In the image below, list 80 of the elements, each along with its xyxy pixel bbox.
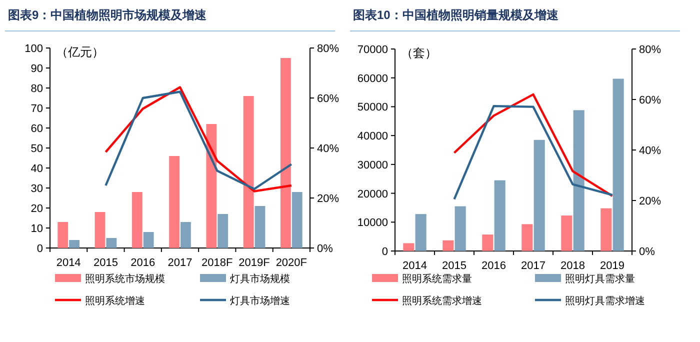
bar (69, 240, 80, 248)
y-tick-label: 50000 (357, 102, 388, 114)
bar (206, 124, 217, 248)
bar (522, 224, 533, 251)
y-tick-label: 70000 (357, 44, 388, 56)
x-tick-label: 2014 (402, 260, 427, 272)
y-tick-label: 70 (30, 103, 43, 115)
y2-tick-label: 0% (317, 243, 334, 255)
bar (403, 243, 414, 251)
y-tick-label: 20000 (357, 188, 388, 200)
y-tick-label: 40000 (357, 130, 388, 143)
x-tick-label: 2019 (600, 260, 624, 272)
y-tick-label: 40 (30, 163, 43, 175)
y-tick-label: 30 (30, 183, 43, 195)
bar (218, 214, 228, 248)
x-tick-label: 2019F (238, 257, 270, 269)
x-tick-label: 2015 (93, 257, 118, 269)
y2-tick-label: 20% (639, 196, 662, 208)
y-tick-label: 20 (30, 203, 43, 215)
bar (254, 206, 266, 248)
y2-tick-label: 80% (317, 43, 340, 55)
bar (180, 222, 191, 248)
bar (280, 58, 291, 248)
y-tick-label: 100 (24, 43, 43, 55)
x-tick-label: 2016 (130, 257, 156, 269)
bar (132, 192, 142, 248)
legend-label: 照明灯具需求增速 (565, 295, 645, 307)
y-axis-title: （套） (401, 46, 437, 60)
x-tick-label: 2017 (521, 260, 546, 272)
y2-tick-label: 40% (639, 145, 662, 157)
bar (494, 180, 506, 251)
x-tick-label: 2016 (482, 260, 506, 272)
bar (94, 212, 106, 248)
bar (561, 216, 572, 251)
bar (482, 234, 494, 251)
y2-tick-label: 60% (317, 93, 340, 105)
y2-tick-label: 20% (317, 193, 340, 205)
y-tick-label: 10 (30, 223, 43, 235)
bar (106, 238, 117, 248)
x-tick-label: 2015 (442, 260, 466, 272)
legend-label: 照明灯具需求量 (565, 273, 635, 285)
y-tick-label: 10000 (357, 217, 388, 230)
bar (58, 222, 68, 248)
bar (442, 240, 454, 251)
legend-label: 照明系统增速 (85, 295, 145, 307)
y-tick-label: 50 (30, 143, 43, 155)
y2-tick-label: 60% (639, 94, 662, 106)
chart-title: 图表9：中国植物照明市场规模及增速 (8, 8, 208, 22)
legend-label: 照明系统市场规模 (85, 273, 165, 285)
y-axis-title: （亿元） (56, 45, 104, 59)
bar (169, 156, 180, 248)
bar (243, 96, 254, 248)
bar (612, 78, 624, 251)
bar (292, 192, 302, 248)
bar (454, 206, 466, 251)
bar (600, 208, 612, 251)
x-tick-label: 2020F (276, 257, 308, 269)
y-tick-label: 90 (30, 63, 43, 75)
legend-label: 照明系统需求增速 (402, 295, 482, 307)
bar (534, 140, 545, 251)
y-tick-label: 30000 (357, 159, 388, 172)
y2-tick-label: 80% (639, 44, 662, 56)
x-tick-label: 2014 (56, 257, 81, 269)
bar (415, 214, 426, 251)
y-tick-label: 60000 (357, 72, 388, 85)
legend-label: 照明系统需求量 (402, 273, 472, 285)
y2-tick-label: 40% (317, 143, 340, 155)
y-tick-label: 0 (382, 246, 388, 258)
bar (573, 110, 584, 251)
y-tick-label: 0 (36, 243, 43, 255)
y2-tick-label: 0% (639, 246, 656, 258)
legend-label: 灯具市场规模 (230, 273, 290, 285)
y-tick-label: 60 (30, 123, 43, 135)
chart-title: 图表10：中国植物照明销量规模及增速 (353, 8, 560, 22)
x-tick-label: 2018 (560, 260, 585, 272)
legend-label: 灯具市场增速 (230, 295, 290, 307)
x-tick-label: 2018F (202, 257, 234, 269)
x-tick-label: 2017 (168, 257, 192, 269)
bar (143, 232, 154, 248)
y-tick-label: 80 (30, 83, 43, 95)
